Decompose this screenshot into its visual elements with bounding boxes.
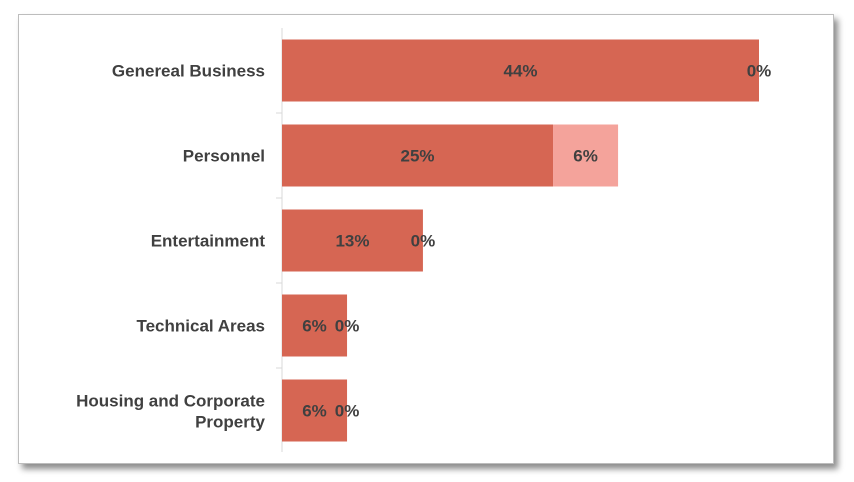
- data-label: 44%: [503, 62, 537, 81]
- data-label: 0%: [335, 317, 360, 336]
- data-label: 6%: [573, 147, 598, 166]
- category-label: Housing and Corporate Property: [76, 392, 265, 432]
- bar-segment: [553, 124, 619, 187]
- data-label: 0%: [411, 232, 436, 251]
- data-label: 0%: [747, 62, 772, 81]
- data-label: 25%: [400, 147, 434, 166]
- bar-segment: [282, 294, 348, 357]
- data-label: 0%: [335, 402, 360, 421]
- category-label: Technical Areas: [136, 317, 265, 336]
- bar-segment: [282, 39, 759, 102]
- category-label: Personnel: [183, 147, 265, 166]
- bar-segment: [282, 379, 348, 442]
- data-label: 6%: [302, 402, 327, 421]
- bar-segment: [282, 209, 423, 272]
- data-label: 6%: [302, 317, 327, 336]
- category-label: Genereal Business: [112, 62, 265, 81]
- bar-segment: [282, 124, 554, 187]
- data-label: 13%: [335, 232, 369, 251]
- category-label: Entertainment: [151, 232, 266, 251]
